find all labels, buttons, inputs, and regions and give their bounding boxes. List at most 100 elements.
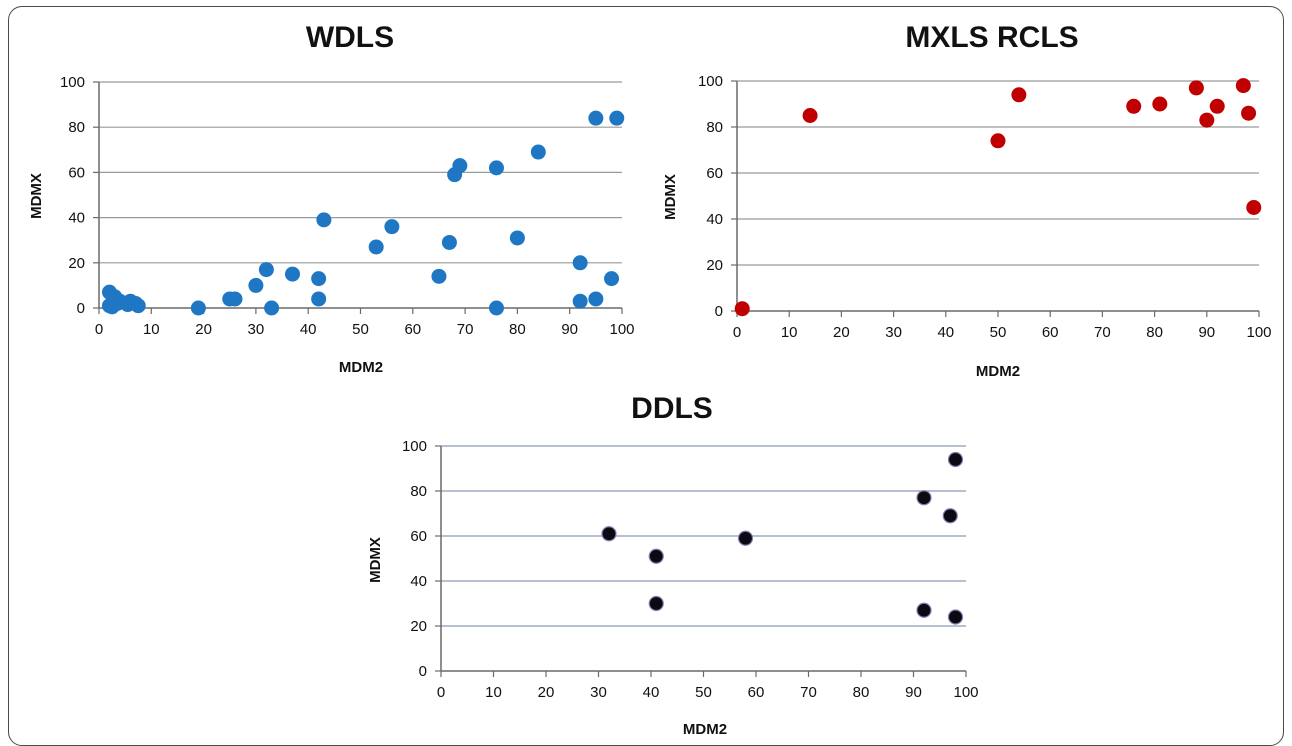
data-point (572, 293, 588, 309)
data-point (990, 133, 1006, 149)
axes (731, 80, 1260, 317)
panel-wdls: WDLS MDM2 MDMX 0 20 40 60 80 100 0 10 20 30 40 50 6… (28, 21, 635, 376)
data-point (488, 160, 504, 176)
x-tick-label: 70 (457, 321, 474, 338)
gridlines (99, 81, 622, 264)
y-axis-label: MDMX (662, 174, 679, 220)
gridlines (441, 445, 966, 627)
data-point (609, 110, 625, 126)
data-point (1241, 105, 1257, 121)
x-tick-label: 90 (905, 684, 922, 701)
data-points (734, 78, 1262, 317)
x-tick-label: 80 (1146, 324, 1163, 341)
data-point (530, 144, 546, 160)
data-point (285, 266, 301, 282)
data-point (737, 530, 754, 546)
y-tick-label: 20 (706, 257, 723, 274)
data-point (1246, 200, 1262, 215)
x-axis-label: MDM2 (683, 721, 727, 736)
y-tick-label: 40 (410, 573, 427, 590)
data-point (1188, 80, 1204, 96)
data-point (190, 300, 206, 316)
x-tick-label: 60 (1042, 324, 1059, 341)
x-tick-label: 60 (748, 684, 765, 701)
panel-mxls-rcls: MXLS RCLS MDM2 MDMX 0 20 40 60 80 100 0 10 20 30… (662, 21, 1272, 380)
x-tick-label: 60 (404, 321, 421, 338)
y-tick-labels: 0 20 40 60 80 100 (402, 438, 427, 680)
x-tick-label: 50 (352, 321, 369, 338)
x-tick-label: 20 (833, 324, 850, 341)
x-tick-label: 50 (695, 684, 712, 701)
data-point (509, 230, 525, 246)
x-tick-label: 100 (1246, 324, 1271, 341)
data-point (588, 110, 604, 126)
data-point (916, 490, 932, 506)
data-point (947, 609, 964, 625)
data-point (384, 219, 400, 235)
x-tick-label: 80 (509, 321, 526, 338)
y-tick-labels: 0 20 40 60 80 100 (60, 74, 85, 317)
data-point (452, 158, 468, 174)
data-point (916, 602, 932, 618)
data-point (1199, 112, 1215, 128)
data-point (648, 548, 664, 564)
data-point (572, 255, 588, 271)
x-tick-label: 10 (143, 321, 160, 338)
y-tick-label: 60 (410, 528, 427, 545)
chart-title: WDLS (306, 21, 394, 54)
chart-title: DDLS (631, 392, 713, 425)
y-tick-label: 0 (715, 303, 723, 320)
y-tick-label: 100 (698, 73, 723, 90)
panel-ddls: DDLS MDM2 MDMX 0 20 40 60 80 100 0 10 20 30 40 50 6… (367, 392, 979, 736)
data-point (1209, 98, 1225, 114)
y-tick-label: 20 (410, 618, 427, 635)
data-point (311, 271, 327, 287)
data-point (258, 262, 274, 278)
data-point (311, 291, 327, 307)
x-tick-label: 0 (733, 324, 741, 341)
y-tick-label: 80 (410, 483, 427, 500)
data-point (431, 268, 447, 284)
data-point (441, 234, 457, 250)
x-tick-label: 100 (953, 684, 978, 701)
data-point (588, 291, 604, 307)
data-point (942, 508, 958, 524)
data-point (734, 301, 750, 317)
x-tick-label: 30 (248, 321, 265, 338)
data-point (601, 526, 617, 542)
data-point (604, 271, 620, 287)
y-tick-label: 60 (706, 165, 723, 182)
x-tick-label: 20 (538, 684, 555, 701)
x-tick-label: 50 (990, 324, 1007, 341)
y-tick-label: 0 (419, 663, 427, 680)
data-point (316, 212, 332, 228)
y-axis-label: MDMX (367, 537, 384, 583)
x-tick-label: 10 (485, 684, 502, 701)
x-tick-label: 30 (885, 324, 902, 341)
axes (93, 81, 623, 314)
x-tick-label: 100 (609, 321, 634, 338)
x-tick-label: 40 (300, 321, 317, 338)
data-point (368, 239, 384, 255)
x-tick-labels: 0 10 20 30 40 50 60 70 80 90 100 (437, 684, 979, 701)
x-tick-label: 40 (643, 684, 660, 701)
axes (435, 445, 967, 677)
x-tick-label: 30 (590, 684, 607, 701)
y-tick-labels: 0 20 40 60 80 100 (698, 73, 723, 320)
x-tick-label: 20 (195, 321, 212, 338)
data-points (601, 451, 964, 625)
x-tick-label: 80 (853, 684, 870, 701)
data-point (648, 595, 664, 612)
x-tick-label: 90 (561, 321, 578, 338)
y-tick-label: 80 (706, 119, 723, 136)
x-tick-label: 40 (937, 324, 954, 341)
y-tick-label: 20 (68, 255, 85, 272)
data-point (1126, 98, 1142, 114)
x-tick-label: 10 (781, 324, 798, 341)
y-tick-label: 60 (68, 164, 85, 181)
x-axis-label: MDM2 (339, 359, 383, 376)
y-tick-label: 100 (402, 438, 427, 455)
x-tick-label: 0 (95, 321, 103, 338)
data-point (488, 300, 504, 316)
